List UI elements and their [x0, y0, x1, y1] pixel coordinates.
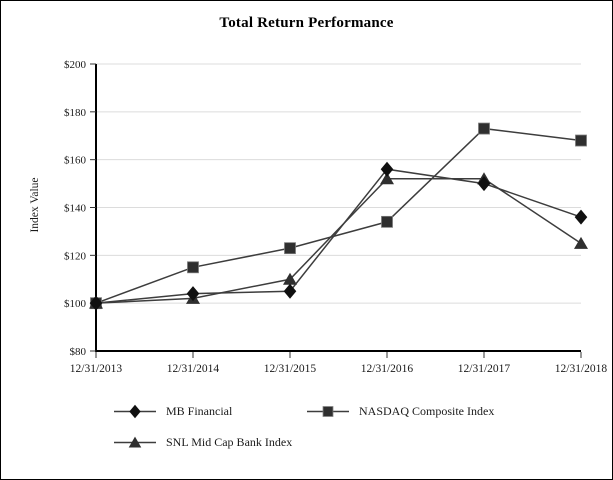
axis-label: $100 — [64, 298, 87, 310]
legend-marker-square-icon — [307, 406, 349, 417]
axis-label: $120 — [64, 250, 87, 262]
series-line-1 — [95, 127, 582, 304]
square-marker — [284, 242, 296, 255]
triangle-marker — [574, 236, 588, 249]
legend-marker-diamond-icon — [114, 404, 156, 419]
axis-label: 12/31/2016 — [361, 363, 414, 375]
diamond-marker — [186, 286, 200, 302]
legend-label-mb-financial: MB Financial — [166, 404, 233, 418]
legend-item-snl-mid-cap-bank: SNL Mid Cap Bank Index — [113, 434, 292, 451]
legend-label-snl-mid-cap-bank: SNL Mid Cap Bank Index — [166, 435, 293, 449]
legend-label-nasdaq-composite: NASDAQ Composite Index — [359, 404, 495, 418]
square-marker — [187, 261, 199, 274]
diamond-marker — [89, 295, 103, 311]
square-marker — [322, 406, 334, 417]
square-marker — [478, 122, 490, 135]
triangle-marker — [283, 272, 297, 285]
square-marker — [575, 134, 587, 147]
square-marker — [381, 215, 393, 228]
triangle-marker — [380, 172, 394, 185]
axis-label: $160 — [64, 155, 87, 167]
axis-label: 12/31/2015 — [264, 363, 317, 375]
series-line-0 — [95, 168, 582, 304]
triangle-marker — [128, 436, 142, 448]
diamond-marker — [477, 176, 491, 192]
diamond-marker — [283, 283, 297, 299]
chart-title: Total Return Performance — [219, 15, 394, 31]
axis-label: 12/31/2018 — [555, 363, 608, 375]
legend-marker-triangle-icon — [114, 436, 156, 448]
diamond-marker — [129, 404, 141, 419]
axis-label: 12/31/2013 — [70, 363, 123, 375]
legend-item-mb-financial: MB Financial — [113, 403, 232, 420]
axis-label: $180 — [64, 107, 87, 119]
diamond-marker — [380, 161, 394, 177]
axis-label: $140 — [64, 203, 87, 215]
axis-label: Index Value — [29, 177, 41, 232]
series-line-2 — [95, 178, 582, 304]
diamond-marker — [574, 209, 588, 225]
axis-label: $200 — [64, 59, 87, 71]
axis-label: $80 — [70, 346, 87, 358]
legend-item-nasdaq-composite: NASDAQ Composite Index — [306, 403, 494, 420]
axis-label: 12/31/2014 — [167, 363, 220, 375]
axis-label: 12/31/2017 — [458, 363, 511, 375]
